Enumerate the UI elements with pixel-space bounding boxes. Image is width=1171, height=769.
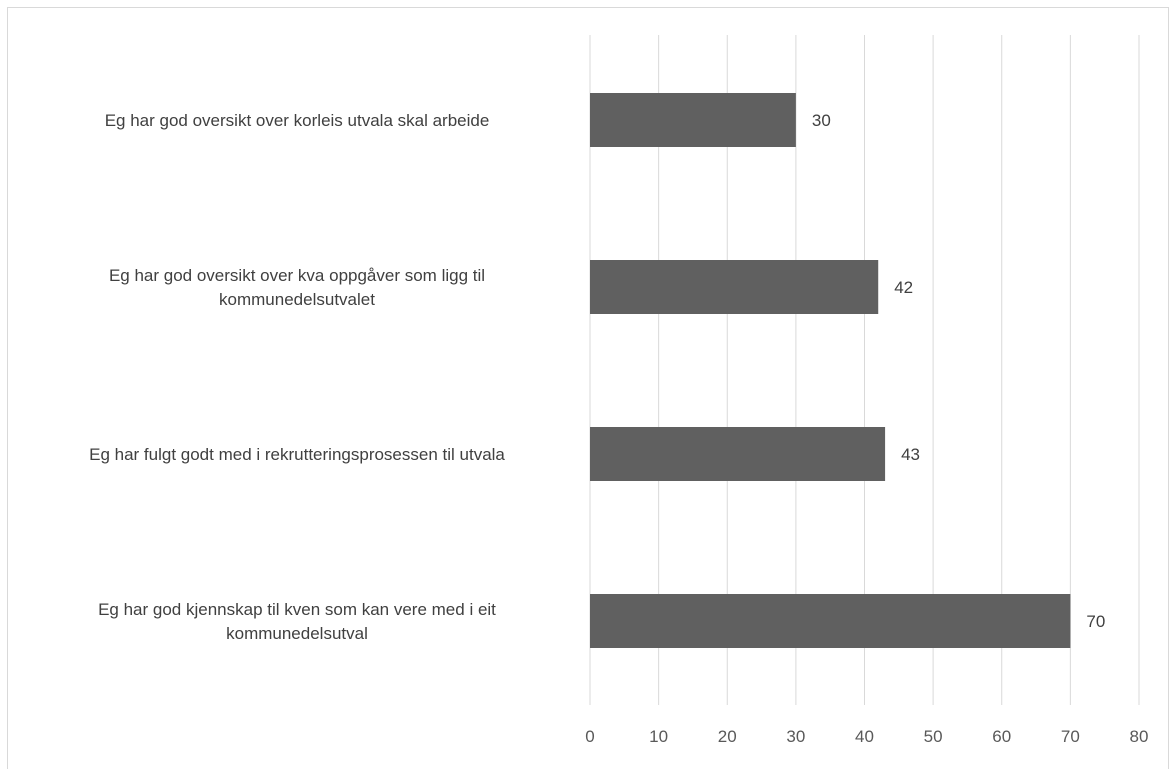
category-label-line: Eg har god kjennskap til kven som kan ve… (98, 600, 496, 619)
data-labels: 30 42 43 70 (812, 111, 1105, 631)
category-label-line: Eg har fulgt godt med i rekrutteringspro… (89, 445, 505, 464)
x-tick-label: 10 (649, 727, 668, 746)
x-tick-label: 50 (924, 727, 943, 746)
category-labels: Eg har god oversikt over korleis utvala … (89, 111, 505, 643)
data-label: 30 (812, 111, 831, 130)
category-label-line: Eg har god oversikt over kva oppgåver so… (109, 266, 485, 285)
data-label: 70 (1086, 612, 1105, 631)
bar (590, 93, 796, 147)
x-tick-label: 20 (718, 727, 737, 746)
x-tick-label: 30 (786, 727, 805, 746)
category-label: Eg har god oversikt over korleis utvala … (105, 111, 490, 130)
x-axis-tick-labels: 0 10 20 30 40 50 60 70 80 (585, 727, 1148, 746)
bar (590, 427, 886, 481)
x-tick-label: 0 (585, 727, 594, 746)
data-label: 43 (901, 445, 920, 464)
bars (590, 93, 1071, 648)
category-label: Eg har god oversikt over kva oppgåver so… (109, 266, 485, 309)
x-tick-label: 60 (992, 727, 1011, 746)
x-tick-label: 70 (1061, 727, 1080, 746)
bar (590, 594, 1071, 648)
category-label-line: kommunedelsutval (226, 624, 368, 643)
category-label: Eg har god kjennskap til kven som kan ve… (98, 600, 496, 643)
x-tick-label: 80 (1130, 727, 1149, 746)
data-label: 42 (894, 278, 913, 297)
category-label: Eg har fulgt godt med i rekrutteringspro… (89, 445, 505, 464)
x-tick-label: 40 (855, 727, 874, 746)
category-label-line: Eg har god oversikt over korleis utvala … (105, 111, 490, 130)
category-label-line: kommunedelsutvalet (219, 290, 375, 309)
bar (590, 260, 879, 314)
